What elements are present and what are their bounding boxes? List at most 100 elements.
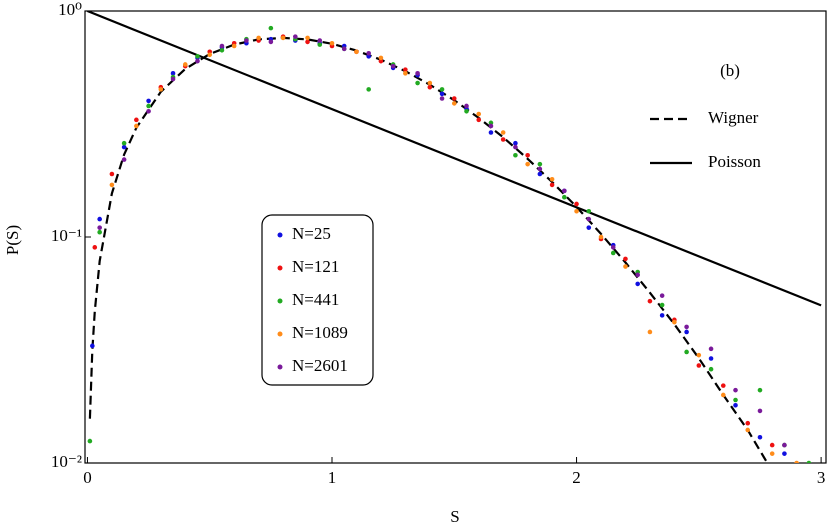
data-point — [757, 387, 763, 393]
data-point — [659, 313, 665, 318]
data-point — [757, 434, 763, 440]
data-point — [451, 101, 457, 106]
data-point — [525, 152, 530, 158]
data-point — [280, 35, 286, 41]
data-point — [366, 50, 371, 56]
data-point — [87, 438, 93, 444]
data-point — [109, 182, 115, 188]
data-point — [90, 343, 95, 349]
data-point — [623, 264, 628, 269]
data-point — [733, 387, 738, 393]
y-tick-label: 10⁰ — [58, 0, 82, 19]
data-point — [182, 62, 188, 67]
data-point — [427, 84, 433, 90]
data-point — [562, 194, 567, 200]
data-point — [623, 256, 628, 262]
curve-solid — [86, 11, 822, 307]
data-point — [672, 319, 677, 325]
data-point — [268, 25, 274, 31]
data-point — [146, 103, 151, 109]
data-point — [659, 302, 665, 308]
data-point — [231, 43, 237, 49]
data-point — [513, 152, 518, 158]
data-point — [195, 54, 200, 59]
data-point — [366, 87, 371, 92]
data-point — [97, 216, 102, 222]
data-point — [464, 103, 469, 109]
data-point — [207, 52, 213, 58]
data-point — [121, 140, 127, 146]
data-point — [696, 363, 702, 368]
legend-marker — [277, 232, 283, 238]
plot-area — [86, 11, 822, 463]
data-point — [574, 201, 579, 207]
data-point — [109, 171, 115, 177]
data-point — [134, 123, 139, 129]
data-point — [439, 96, 445, 101]
data-point — [341, 46, 347, 52]
data-point — [293, 34, 298, 39]
data-point — [733, 403, 738, 408]
data-point — [170, 76, 176, 82]
legend-label: N=2601 — [292, 356, 348, 375]
data-point — [464, 108, 469, 114]
data-point — [488, 123, 494, 129]
legend-marker — [277, 298, 283, 304]
data-point — [195, 58, 200, 64]
data-point — [684, 324, 689, 330]
data-point — [549, 182, 555, 188]
data-point — [745, 427, 751, 433]
data-point — [549, 177, 555, 182]
data-point — [708, 346, 714, 352]
data-point — [537, 171, 543, 177]
data-point — [574, 208, 579, 214]
data-point — [390, 63, 396, 69]
data-point — [378, 58, 384, 64]
data-point — [525, 161, 530, 167]
data-point — [586, 216, 592, 222]
data-point — [146, 98, 151, 104]
data-point — [476, 117, 482, 123]
data-point — [488, 130, 494, 135]
data-point — [121, 157, 127, 162]
data-point — [635, 281, 640, 287]
data-point — [439, 87, 445, 92]
data-point — [439, 91, 445, 97]
data-point — [696, 352, 702, 358]
legend-label: N=1089 — [292, 323, 348, 342]
data-point — [733, 397, 738, 403]
data-point — [97, 225, 102, 230]
plot-frame — [84, 10, 827, 464]
data-point — [708, 356, 714, 361]
data-point — [92, 245, 98, 250]
data-point — [537, 161, 543, 167]
annotation: (b) — [720, 61, 740, 80]
data-point — [134, 117, 139, 123]
data-point — [317, 38, 323, 43]
data-point — [794, 460, 799, 463]
data-point — [513, 140, 518, 146]
legend-marker — [277, 331, 283, 337]
y-axis-label: P(S) — [3, 225, 22, 255]
x-tick-label: 1 — [328, 468, 337, 487]
data-point — [586, 225, 592, 230]
data-point — [684, 349, 689, 355]
data-point — [720, 392, 726, 398]
legend-box — [261, 214, 374, 386]
data-point — [720, 383, 726, 388]
legend-label: Poisson — [708, 152, 761, 171]
data-point — [708, 366, 714, 372]
data-point — [610, 250, 616, 256]
data-point — [158, 87, 164, 92]
data-point — [256, 35, 261, 41]
x-tick-label: 2 — [572, 468, 581, 487]
data-point — [635, 272, 640, 278]
data-point — [513, 144, 518, 150]
data-point — [586, 208, 592, 214]
data-point — [659, 293, 665, 298]
x-tick-label: 3 — [817, 468, 826, 487]
y-tick-label: 10⁻² — [51, 452, 82, 471]
data-point — [451, 96, 457, 101]
data-point — [684, 329, 689, 335]
data-point — [537, 166, 543, 172]
